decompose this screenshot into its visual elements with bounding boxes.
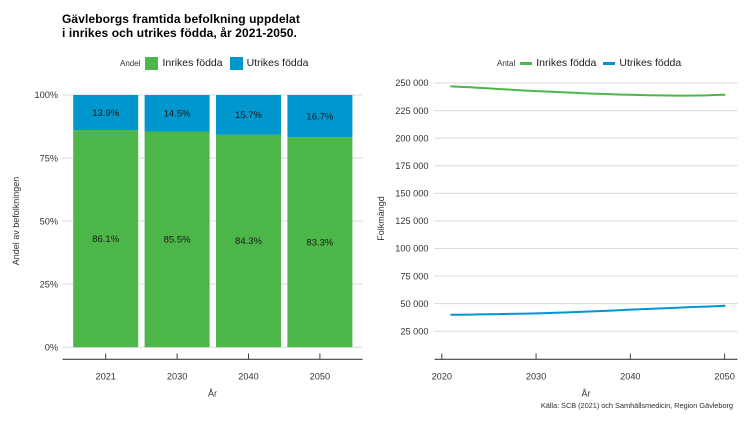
bar-label-utrikes: 13.9% bbox=[92, 108, 119, 119]
y-tick-label: 250 000 bbox=[395, 78, 428, 88]
y-tick-label: 25% bbox=[40, 279, 58, 289]
legend-swatch-utrikes-square bbox=[229, 56, 243, 70]
legend-bar-chart: Andel Inrikes födda Utrikes födda bbox=[120, 56, 308, 70]
figure-title-line2: i inrikes och utrikes födda, år 2021-205… bbox=[62, 25, 297, 40]
x-axis-title: År bbox=[582, 389, 591, 399]
y-tick-label: 150 000 bbox=[395, 189, 428, 199]
bar-label-inrikes: 85.5% bbox=[164, 235, 191, 246]
bar-segment-utrikes bbox=[144, 95, 210, 132]
y-tick-label: 0% bbox=[45, 342, 58, 352]
bar-segment-inrikes bbox=[144, 131, 210, 348]
bar-segment-inrikes bbox=[73, 130, 139, 348]
data-line-inrikes bbox=[450, 85, 726, 97]
x-tick-label: 2040 bbox=[238, 372, 258, 382]
legend-title-antal: Antal bbox=[497, 58, 516, 68]
y-tick-label: 200 000 bbox=[395, 133, 428, 143]
x-tick-label: 2050 bbox=[714, 372, 734, 382]
bar-segment-utrikes bbox=[287, 95, 353, 138]
legend-label-utrikes: Utrikes födda bbox=[619, 57, 682, 69]
bar-label-inrikes: 86.1% bbox=[92, 234, 119, 245]
x-tick-label: 2030 bbox=[526, 372, 546, 382]
y-axis-title: Folkmängd bbox=[376, 196, 386, 241]
source-caption: Källa: SCB (2021) och Samhällsmedicin, R… bbox=[540, 400, 733, 410]
y-tick-label: 75 000 bbox=[400, 271, 428, 281]
legend-swatch-inrikes-line bbox=[520, 61, 533, 65]
y-tick-label: 225 000 bbox=[395, 106, 428, 116]
y-tick-label: 25 000 bbox=[400, 326, 428, 336]
bar-segment-inrikes bbox=[216, 134, 281, 348]
figure-title: Gävleborgs framtida befolkning uppdelat … bbox=[62, 12, 300, 40]
x-tick-label: 2030 bbox=[167, 372, 187, 382]
legend-label-utrikes: Utrikes födda bbox=[246, 57, 309, 69]
y-tick-label: 75% bbox=[40, 153, 58, 163]
x-axis-title: År bbox=[208, 389, 217, 399]
x-tick-label: 2050 bbox=[310, 372, 330, 382]
y-tick-label: 50% bbox=[40, 216, 58, 226]
bar-label-utrikes: 15.7% bbox=[235, 110, 262, 121]
x-tick-label: 2040 bbox=[620, 372, 640, 382]
data-line-utrikes bbox=[450, 304, 726, 316]
bar-label-inrikes: 83.3% bbox=[306, 237, 333, 248]
x-tick-label: 2021 bbox=[95, 372, 115, 382]
y-tick-label: 100% bbox=[35, 90, 59, 100]
bar-segment-inrikes bbox=[287, 137, 353, 348]
bar-segment-utrikes bbox=[73, 95, 139, 131]
y-tick-label: 175 000 bbox=[395, 161, 428, 171]
y-tick-label: 50 000 bbox=[400, 299, 428, 309]
y-axis-title: Andel av befolkningen bbox=[11, 177, 21, 266]
figure-title-line1: Gävleborgs framtida befolkning uppdelat bbox=[62, 11, 300, 26]
bar-label-utrikes: 14.5% bbox=[164, 109, 191, 120]
bar-label-inrikes: 84.3% bbox=[235, 236, 262, 247]
x-tick-label: 2020 bbox=[432, 372, 452, 382]
bar-label-utrikes: 16.7% bbox=[306, 111, 333, 122]
legend-swatch-inrikes-square bbox=[145, 56, 159, 70]
legend-label-inrikes: Inrikes födda bbox=[162, 57, 223, 69]
legend-title-andel: Andel bbox=[120, 58, 141, 68]
legend-line-chart: Antal Inrikes födda Utrikes födda bbox=[497, 56, 681, 70]
y-tick-label: 125 000 bbox=[395, 216, 428, 226]
legend-swatch-utrikes-line bbox=[603, 61, 616, 65]
bar-segment-utrikes bbox=[216, 95, 281, 135]
y-tick-label: 100 000 bbox=[395, 244, 428, 254]
legend-label-inrikes: Inrikes födda bbox=[536, 57, 597, 69]
